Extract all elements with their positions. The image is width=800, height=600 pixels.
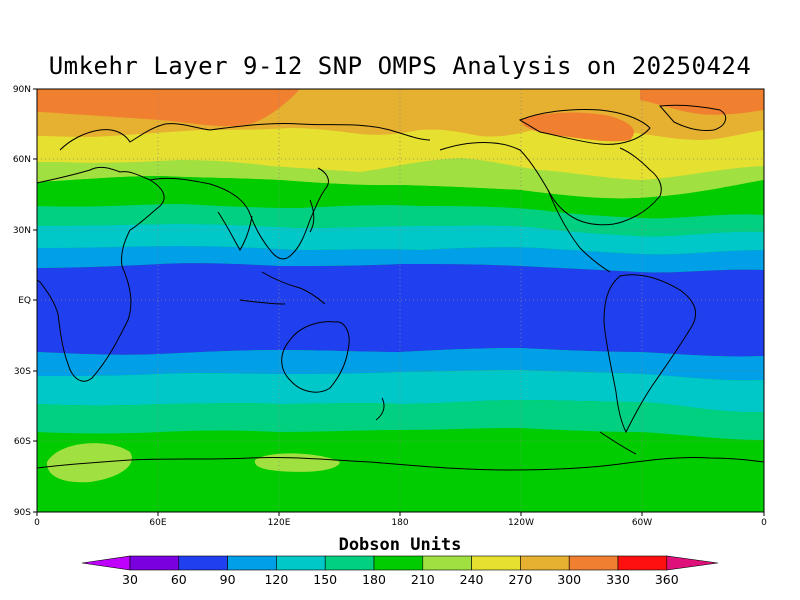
colorbar-tick-label: 360 — [655, 572, 679, 587]
lat-label-90n: 90N — [13, 85, 31, 95]
colorbar-tick-label: 300 — [557, 572, 581, 587]
colorbar-segment — [227, 555, 277, 571]
colorbar-tick-label: 180 — [362, 572, 386, 587]
lon-label-120w: 120W — [508, 518, 534, 528]
colorbar-label: Dobson Units — [338, 535, 462, 555]
lon-label-0-east: 0 — [761, 518, 767, 528]
colorbar-segment — [471, 555, 521, 571]
colorbar-tick-label: 240 — [460, 572, 484, 587]
colorbar-segment — [422, 555, 472, 571]
colorbar-segment — [617, 555, 668, 571]
colorbar-segment — [373, 555, 424, 571]
colorbar: 30 60 90 120 150 180 210 240 270 300 330 360 — [81, 555, 719, 587]
colorbar-segment — [568, 555, 619, 571]
axis-ticks — [33, 88, 765, 516]
colorbar-tick-label: 210 — [411, 572, 435, 587]
map-grid — [37, 89, 764, 512]
lon-label-60w: 60W — [632, 518, 652, 528]
colorbar-tick-label: 60 — [171, 572, 187, 587]
colorbar-tick-label: 150 — [313, 572, 337, 587]
band-cyan-south — [37, 370, 764, 413]
colorbar-tick-label: 270 — [508, 572, 532, 587]
lon-label-180: 180 — [391, 518, 408, 528]
band-lightblue-north — [37, 246, 764, 273]
colorbar-tick-label: 30 — [122, 572, 138, 587]
band-darkorange-north-2 — [640, 89, 764, 115]
colorbar-segment — [520, 555, 570, 571]
band-seagreen-south — [37, 400, 764, 440]
colorbar-tick-label: 90 — [220, 572, 236, 587]
band-darkorange-north-1 — [37, 89, 300, 127]
chart-title: Umkehr Layer 9-12 SNP OMPS Analysis on 2… — [48, 52, 752, 80]
colorbar-arrow-right — [666, 555, 719, 571]
band-seagreen-north — [37, 204, 764, 237]
lon-label-0-west: 0 — [34, 518, 40, 528]
lon-label-60e: 60E — [149, 518, 166, 528]
lon-label-120e: 120E — [268, 518, 291, 528]
lat-label-eq: EQ — [18, 296, 31, 306]
band-blue-equator — [37, 263, 764, 357]
coastlines — [37, 104, 764, 471]
colorbar-arrow-left — [81, 555, 131, 571]
colorbar-segment — [324, 555, 375, 571]
colorbar-segment — [178, 555, 228, 571]
ozone-contour-bands — [37, 89, 764, 512]
band-lightblue-south — [37, 348, 764, 381]
lat-label-30s: 30S — [14, 367, 31, 377]
lat-label-60n: 60N — [13, 155, 31, 165]
colorbar-segment — [276, 555, 326, 571]
colorbar-segment — [129, 555, 180, 571]
lat-label-60s: 60S — [14, 437, 31, 447]
colorbar-tick-label: 120 — [264, 572, 288, 587]
colorbar-tick-label: 330 — [606, 572, 630, 587]
band-cyan-north — [37, 224, 764, 255]
lat-label-90s: 90S — [14, 508, 31, 518]
lat-label-30n: 30N — [13, 226, 31, 236]
